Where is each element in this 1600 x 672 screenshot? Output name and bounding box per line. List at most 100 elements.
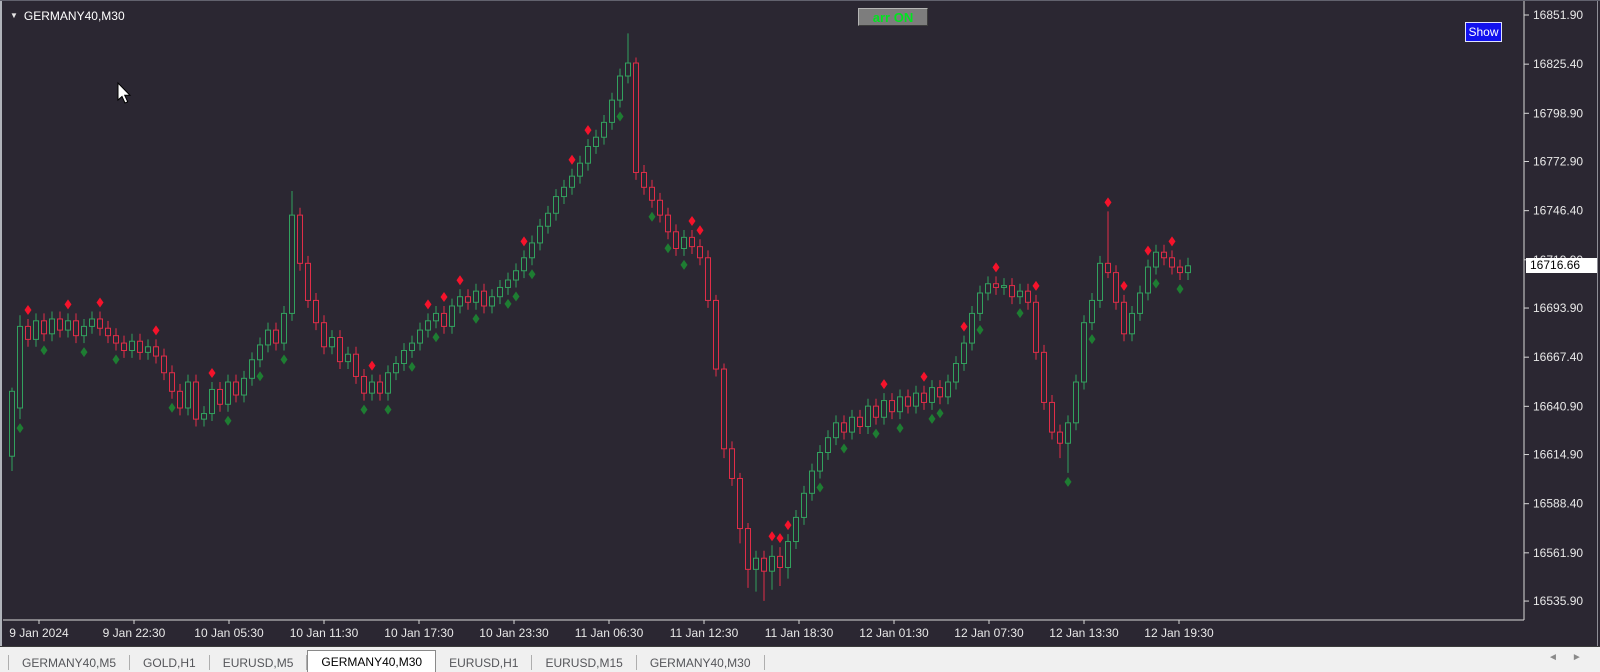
chart-tab[interactable]: GERMANY40,M5 xyxy=(22,656,117,670)
candle-body xyxy=(481,290,487,307)
candle-body xyxy=(265,329,271,346)
price-axis-label: 16798.90 xyxy=(1533,106,1583,120)
buy-arrow-icon xyxy=(896,423,904,434)
candle-body xyxy=(353,353,359,377)
candle-body xyxy=(617,75,623,101)
time-axis-label: 11 Jan 12:30 xyxy=(670,626,739,640)
chart-tab[interactable]: GOLD,H1 xyxy=(143,656,196,670)
candle-body xyxy=(145,346,151,353)
candle-body xyxy=(961,342,967,364)
candle-body xyxy=(297,214,303,264)
candle-body xyxy=(249,359,255,379)
scroll-left-icon[interactable]: ◄ xyxy=(1548,652,1558,663)
candle-body xyxy=(329,337,335,348)
time-axis-label: 12 Jan 01:30 xyxy=(859,626,929,640)
tab-separator xyxy=(8,655,9,670)
candle-body xyxy=(729,448,735,479)
candle-body xyxy=(801,492,807,518)
candle-body xyxy=(313,299,319,324)
candle-body xyxy=(969,312,975,344)
price-axis-label: 16640.90 xyxy=(1533,399,1583,413)
candle-body xyxy=(561,186,567,198)
mouse-cursor-icon xyxy=(117,81,132,104)
symbol-label[interactable]: ▼ GERMANY40,M30 xyxy=(10,9,125,23)
current-price-tag: 16716.66 xyxy=(1526,258,1597,273)
candle-body xyxy=(401,349,407,364)
candle-body xyxy=(857,416,863,428)
price-axis-label: 16588.40 xyxy=(1533,497,1583,511)
price-axis-label: 16851.90 xyxy=(1533,8,1583,22)
candle-body xyxy=(41,320,47,335)
candle-body xyxy=(345,353,351,363)
buy-arrow-icon xyxy=(528,269,536,280)
candle-body xyxy=(489,296,495,307)
candle-body xyxy=(881,400,887,418)
sell-arrow-icon xyxy=(1144,245,1152,256)
candle-body xyxy=(721,368,727,450)
buy-arrow-icon xyxy=(648,211,656,222)
candle-body xyxy=(601,121,607,138)
arrows-toggle-button[interactable]: arr ON xyxy=(858,8,928,26)
candle-body xyxy=(161,355,167,374)
sell-arrow-icon xyxy=(584,125,592,136)
candle-body xyxy=(513,270,519,281)
sell-arrow-icon xyxy=(1168,236,1176,247)
candle-body xyxy=(105,327,111,337)
candle-body xyxy=(689,236,695,248)
candle-body xyxy=(49,318,55,335)
show-button[interactable]: Show xyxy=(1465,22,1502,42)
candle-body xyxy=(17,325,23,409)
candle-body xyxy=(753,557,759,570)
sell-arrow-icon xyxy=(880,379,888,390)
candle-body xyxy=(593,136,599,147)
buy-arrow-icon xyxy=(256,371,264,382)
buy-arrow-icon xyxy=(928,413,936,424)
candle-body xyxy=(1169,257,1175,268)
symbol-label-text: GERMANY40,M30 xyxy=(23,9,125,23)
candle-body xyxy=(1049,401,1055,433)
window-left-border xyxy=(0,1,2,646)
tab-separator xyxy=(129,655,131,670)
sell-arrow-icon xyxy=(64,299,72,310)
candle-body xyxy=(457,296,463,307)
candle-body xyxy=(137,340,143,353)
chart-tab-active[interactable]: GERMANY40,M30 xyxy=(307,650,437,672)
time-axis-label: 10 Jan 05:30 xyxy=(194,626,264,640)
candle-body xyxy=(257,344,263,361)
sell-arrow-icon xyxy=(440,291,448,302)
time-axis-label: 10 Jan 17:30 xyxy=(384,626,454,640)
buy-arrow-icon xyxy=(1152,278,1160,289)
buy-arrow-icon xyxy=(504,298,512,309)
candle-body xyxy=(217,388,223,405)
time-axis-label: 12 Jan 19:30 xyxy=(1144,626,1214,640)
chart-tab[interactable]: GERMANY40,M30 xyxy=(649,656,751,670)
chart-tab[interactable]: EURUSD,H1 xyxy=(449,656,519,670)
candle-body xyxy=(97,318,103,329)
sell-arrow-icon xyxy=(1120,280,1128,291)
candle-body xyxy=(521,257,527,272)
chart-tab[interactable]: EURUSD,M5 xyxy=(222,656,294,670)
candle-body xyxy=(377,381,383,394)
candle-body xyxy=(649,186,655,201)
candle-body xyxy=(337,337,343,363)
candle-body xyxy=(673,231,679,249)
candle-body xyxy=(825,437,831,454)
candle-body xyxy=(865,405,871,428)
buy-arrow-icon xyxy=(80,347,88,358)
time-axis-label: 9 Jan 2024 xyxy=(9,626,69,640)
candle-body xyxy=(33,320,39,340)
candle-body xyxy=(1025,290,1031,303)
candle-body xyxy=(473,290,479,303)
time-axis-label: 12 Jan 13:30 xyxy=(1049,626,1119,640)
chart-tab[interactable]: EURUSD,M15 xyxy=(545,656,623,670)
candle-body xyxy=(89,318,95,327)
candle-body xyxy=(761,557,767,572)
sell-arrow-icon xyxy=(568,154,576,165)
chart-canvas[interactable]: 16851.90 16825.40 16798.90 16772.90 16746.40… xyxy=(0,1,1600,646)
candle-body xyxy=(641,171,647,188)
candle-body xyxy=(1177,266,1183,274)
candle-body xyxy=(497,286,503,298)
candle-body xyxy=(1105,262,1111,274)
scroll-right-icon[interactable]: ► xyxy=(1571,652,1582,663)
